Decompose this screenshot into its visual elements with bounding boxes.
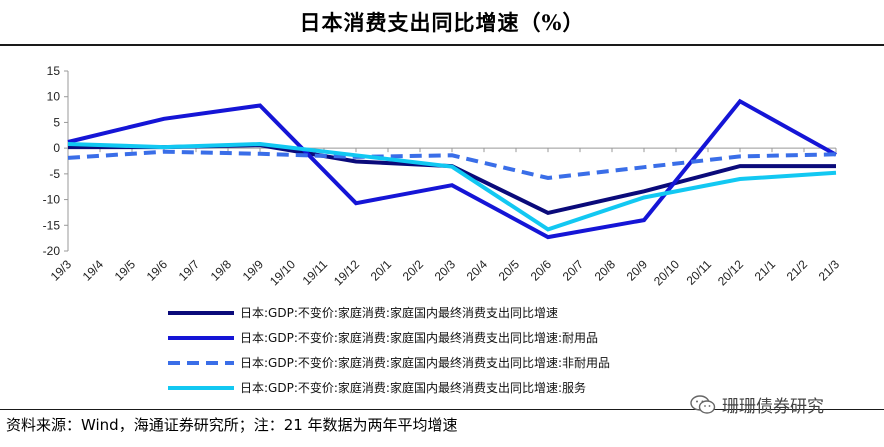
y-tick-label: 10 <box>47 90 61 104</box>
legend: 日本:GDP:不变价:家庭消费:家庭国内最终消费支出同比增速日本:GDP:不变价… <box>168 305 610 395</box>
x-tick-label: 20/12 <box>715 257 746 288</box>
y-tick-label: 0 <box>53 141 60 155</box>
legend-item-1: 日本:GDP:不变价:家庭消费:家庭国内最终消费支出同比增速:耐用品 <box>168 330 598 345</box>
x-tick-label: 20/3 <box>432 257 459 284</box>
x-tick-label: 19/7 <box>176 257 203 284</box>
series-line-2 <box>67 149 837 181</box>
watermark: 珊珊债券研究 <box>690 392 824 417</box>
x-tick-label: 20/1 <box>368 257 395 284</box>
x-tick-label: 20/11 <box>684 257 715 288</box>
x-tick-label: 20/4 <box>464 257 491 284</box>
y-tick-label: -20 <box>43 244 61 258</box>
x-tick-label: 20/7 <box>560 257 587 284</box>
x-tick-label: 20/10 <box>651 257 682 288</box>
x-tick-label: 20/8 <box>592 257 619 284</box>
x-tick-label: 19/11 <box>300 257 331 288</box>
watermark-text: 珊珊债券研究 <box>722 397 824 417</box>
title-divider <box>0 44 884 46</box>
x-tick-label: 21/3 <box>816 257 843 284</box>
chart-title: 日本消费支出同比增速（%） <box>299 10 585 35</box>
x-tick-label: 19/9 <box>240 257 267 284</box>
y-tick-label: -5 <box>49 167 60 181</box>
x-tick-label: 20/2 <box>400 257 427 284</box>
source-note: 资料来源：Wind，海通证券研究所；注：21 年数据为两年平均增速 <box>6 416 458 434</box>
legend-item-0: 日本:GDP:不变价:家庭消费:家庭国内最终消费支出同比增速 <box>168 305 558 320</box>
legend-label: 日本:GDP:不变价:家庭消费:家庭国内最终消费支出同比增速:服务 <box>240 380 586 395</box>
series-line-1 <box>67 98 837 240</box>
wechat-icon <box>690 394 716 414</box>
footer-divider <box>0 409 884 410</box>
series-lines <box>67 98 837 240</box>
x-tick-label: 19/8 <box>208 257 235 284</box>
y-axis: 15 10 5 0 -5 -10 -15 -20 <box>43 64 69 258</box>
x-tick-label: 21/1 <box>752 257 779 284</box>
y-tick-label: 15 <box>47 64 61 78</box>
x-tick-label: 19/3 <box>48 257 75 284</box>
legend-label: 日本:GDP:不变价:家庭消费:家庭国内最终消费支出同比增速:耐用品 <box>240 330 598 345</box>
legend-label: 日本:GDP:不变价:家庭消费:家庭国内最终消费支出同比增速 <box>240 305 558 320</box>
x-tick-label: 19/10 <box>267 257 298 288</box>
x-tick-label: 20/6 <box>528 257 555 284</box>
legend-item-2: 日本:GDP:不变价:家庭消费:家庭国内最终消费支出同比增速:非耐用品 <box>168 355 610 370</box>
series-line-3 <box>67 141 837 232</box>
y-tick-label: -10 <box>43 193 61 207</box>
x-tick-label: 19/4 <box>80 257 107 284</box>
x-tick-label: 19/5 <box>112 257 139 284</box>
x-tick-label: 20/5 <box>496 257 523 284</box>
x-tick-label: 20/9 <box>624 257 651 284</box>
legend-item-3: 日本:GDP:不变价:家庭消费:家庭国内最终消费支出同比增速:服务 <box>168 380 586 395</box>
x-tick-label: 19/6 <box>144 257 171 284</box>
y-tick-label: 5 <box>53 115 60 129</box>
legend-label: 日本:GDP:不变价:家庭消费:家庭国内最终消费支出同比增速:非耐用品 <box>240 355 610 370</box>
x-tick-label: 21/2 <box>784 257 811 284</box>
y-tick-label: -15 <box>43 218 61 232</box>
x-tick-label: 19/12 <box>331 257 362 288</box>
